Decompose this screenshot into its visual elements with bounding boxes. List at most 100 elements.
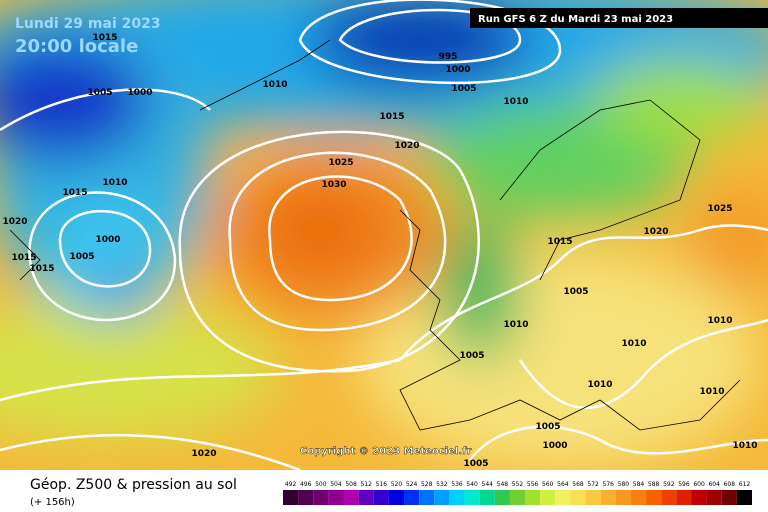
legend-swatch bbox=[646, 490, 662, 505]
isobar-label: 1005 bbox=[535, 422, 560, 432]
legend-swatch bbox=[525, 490, 541, 505]
isobar-label: 1000 bbox=[445, 65, 470, 75]
legend-label: 556 bbox=[527, 481, 539, 488]
legend-label: 496 bbox=[300, 481, 312, 488]
legend-label: 524 bbox=[406, 481, 418, 488]
isobar-label: 1010 bbox=[621, 339, 646, 349]
legend-label: 544 bbox=[482, 481, 494, 488]
legend-swatch bbox=[449, 490, 465, 505]
isobar-label: 1010 bbox=[503, 97, 528, 107]
run: Run GFS 6 Z du Mardi 23 mai 2023 bbox=[478, 14, 673, 25]
isobar-label: 1025 bbox=[328, 158, 353, 168]
isobar-label: 1020 bbox=[191, 449, 216, 459]
legend-label: 560 bbox=[542, 481, 554, 488]
legend-label: 492 bbox=[285, 481, 297, 488]
legend-label: 600 bbox=[693, 481, 705, 488]
legend-label: 528 bbox=[421, 481, 433, 488]
legend-label: 592 bbox=[663, 481, 675, 488]
legend-label: 540 bbox=[466, 481, 478, 488]
legend-swatch bbox=[509, 490, 526, 505]
isobar-label: 1010 bbox=[102, 178, 127, 188]
isobar-label: 1000 bbox=[542, 441, 567, 451]
legend-label: 500 bbox=[315, 481, 327, 488]
legend-label: 532 bbox=[436, 481, 448, 488]
isobar-label: 1010 bbox=[587, 380, 612, 390]
isobar-label: 1005 bbox=[451, 84, 476, 94]
isobar-label: 1000 bbox=[127, 88, 152, 98]
legend-label: 588 bbox=[648, 481, 660, 488]
legend-swatch bbox=[494, 490, 510, 505]
date: Lundi 29 mai 2023 bbox=[15, 16, 161, 32]
isobar-label: 1025 bbox=[707, 204, 732, 214]
legend-label: 520 bbox=[391, 481, 403, 488]
isobar-label: 1010 bbox=[262, 80, 287, 90]
legend-swatch bbox=[585, 490, 601, 505]
legend-swatch bbox=[343, 490, 359, 505]
isobar-label: 1030 bbox=[321, 180, 346, 190]
coastlines bbox=[9, 39, 741, 431]
legend-swatch bbox=[358, 490, 374, 505]
legend-swatch bbox=[479, 490, 495, 505]
legend-label: 596 bbox=[678, 481, 690, 488]
legend-label: 512 bbox=[360, 481, 372, 488]
legend-swatch bbox=[313, 490, 329, 505]
copyright: Copyright © 2023 Meteociel.fr bbox=[300, 446, 471, 457]
legend-label: 516 bbox=[376, 481, 388, 488]
isobar-label: 1005 bbox=[87, 88, 112, 98]
isobar-label: 1005 bbox=[69, 252, 94, 262]
legend-label: 548 bbox=[497, 481, 509, 488]
isobar-lines bbox=[0, 0, 768, 470]
legend-label: 552 bbox=[512, 481, 524, 488]
legend-swatch bbox=[691, 490, 707, 505]
legend-swatch bbox=[600, 490, 616, 505]
legend-swatch bbox=[706, 490, 722, 505]
legend-swatch bbox=[676, 490, 692, 505]
footer-lead: (+ 156h) bbox=[30, 497, 75, 508]
legend-swatch bbox=[388, 490, 405, 505]
legend-label: 584 bbox=[633, 481, 645, 488]
legend-label: 536 bbox=[451, 481, 463, 488]
legend-swatch bbox=[736, 490, 752, 505]
legend-swatch bbox=[721, 490, 737, 505]
isobar-label: 1010 bbox=[732, 441, 757, 451]
legend: 492 496 500 504 508 512 516 520 524 528 532 536 540 5… bbox=[283, 481, 752, 505]
legend-label: 508 bbox=[345, 481, 357, 488]
legend-swatch bbox=[630, 490, 647, 505]
isobar-label: 1010 bbox=[503, 320, 528, 330]
isobar-label: 1015 bbox=[92, 33, 117, 43]
legend-swatch bbox=[540, 490, 556, 505]
legend-label: 608 bbox=[724, 481, 736, 488]
legend-label: 568 bbox=[572, 481, 584, 488]
legend-swatch bbox=[328, 490, 344, 505]
legend-label: 580 bbox=[618, 481, 630, 488]
isobar-label: 1000 bbox=[95, 235, 120, 245]
isobar-label: 1010 bbox=[707, 316, 732, 326]
legend-label: 572 bbox=[587, 481, 599, 488]
isobar-label: 1015 bbox=[379, 112, 404, 122]
legend-swatch bbox=[464, 490, 480, 505]
field bbox=[0, 0, 768, 470]
isobar-label: 1005 bbox=[459, 351, 484, 361]
legend-swatch bbox=[298, 490, 314, 505]
isobar-label: 1010 bbox=[699, 387, 724, 397]
isobar-label: 1020 bbox=[643, 227, 668, 237]
legend-swatch bbox=[434, 490, 450, 505]
legend-label: 604 bbox=[708, 481, 720, 488]
legend-label: 576 bbox=[603, 481, 615, 488]
legend-label: 504 bbox=[330, 481, 342, 488]
isobar-label: 1020 bbox=[394, 141, 419, 151]
legend-swatch bbox=[661, 490, 677, 505]
isobar-label: 1015 bbox=[11, 253, 36, 263]
time: 20:00 locale bbox=[15, 36, 138, 57]
legend-swatch bbox=[404, 490, 420, 505]
isobar-label: 995 bbox=[439, 52, 458, 62]
run-box bbox=[470, 8, 768, 28]
legend-label: 612 bbox=[739, 481, 751, 488]
legend-swatch bbox=[419, 490, 435, 505]
isobar-label: 1015 bbox=[29, 264, 54, 274]
legend-label: 564 bbox=[557, 481, 569, 488]
footer-title: Géop. Z500 & pression au sol bbox=[30, 477, 237, 493]
isobar-label: 1005 bbox=[563, 287, 588, 297]
